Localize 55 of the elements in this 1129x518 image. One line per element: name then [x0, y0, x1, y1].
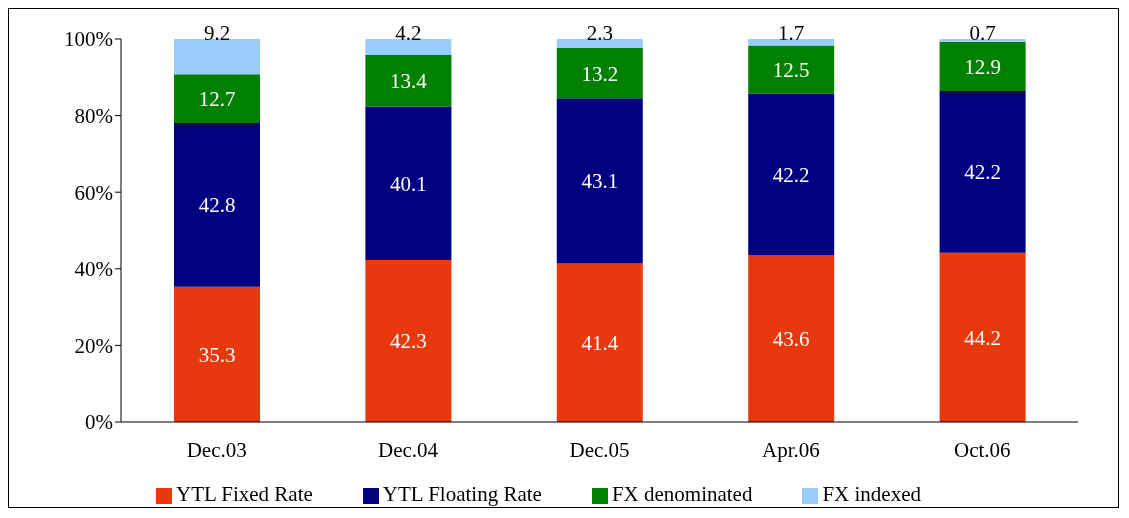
- bar: [556, 98, 643, 264]
- x-tick-label: Dec.04: [378, 437, 439, 462]
- bar: [939, 39, 1026, 42]
- y-tick-label: 0%: [85, 410, 113, 435]
- x-tick-label: Oct.06: [954, 437, 1011, 462]
- x-tick-label: Dec.03: [186, 437, 247, 462]
- data-label: 1.7: [778, 20, 805, 45]
- legend-label: YTL Fixed Rate: [175, 482, 313, 506]
- data-label: 2.3: [586, 20, 613, 45]
- x-tick-label: Dec.05: [569, 437, 630, 462]
- y-tick-label: 20%: [74, 333, 113, 358]
- bar: [748, 255, 835, 422]
- bar: [556, 263, 643, 422]
- bar: [748, 39, 835, 46]
- data-label: 35.3: [198, 342, 236, 367]
- data-label: 40.1: [390, 171, 427, 196]
- data-label: 42.2: [964, 160, 1001, 185]
- data-label: 42.2: [772, 162, 810, 187]
- bar: [365, 106, 452, 260]
- bar: [556, 47, 643, 99]
- x-tick-label: Apr.06: [762, 437, 820, 462]
- bar: [174, 286, 260, 422]
- data-label: 42.8: [198, 193, 236, 218]
- bar: [174, 39, 260, 75]
- data-label: 42.3: [390, 329, 427, 354]
- legend-label: YTL Floating Rate: [382, 482, 542, 506]
- y-tick-label: 40%: [74, 257, 113, 282]
- bar: [939, 41, 1026, 92]
- bar: [748, 93, 835, 256]
- bar: [939, 252, 1026, 422]
- y-tick-label: 80%: [74, 104, 113, 129]
- bar: [174, 74, 260, 123]
- legend-label: FX indexed: [822, 482, 922, 506]
- legend-label: FX denominated: [611, 482, 753, 506]
- bar: [556, 39, 643, 48]
- data-label: 4.2: [395, 20, 422, 45]
- y-tick-label: 60%: [74, 180, 113, 205]
- data-label: 12.5: [772, 57, 810, 82]
- data-label: 43.6: [772, 326, 810, 351]
- data-label: 41.4: [581, 331, 619, 356]
- bar: [939, 91, 1026, 253]
- data-label: 12.9: [964, 54, 1001, 79]
- data-label: 43.1: [581, 169, 619, 194]
- data-label: 12.7: [198, 87, 236, 112]
- y-tick-label: 100%: [64, 27, 113, 52]
- bar: [365, 55, 452, 107]
- data-label: 0.7: [969, 20, 996, 45]
- data-label: 44.2: [964, 325, 1001, 350]
- data-label: 9.2: [203, 20, 231, 45]
- bar: [174, 122, 260, 287]
- data-label: 13.2: [581, 61, 619, 86]
- bar: [365, 39, 452, 56]
- bar: [365, 259, 452, 422]
- data-label: 13.4: [390, 69, 428, 94]
- bar: [748, 45, 835, 94]
